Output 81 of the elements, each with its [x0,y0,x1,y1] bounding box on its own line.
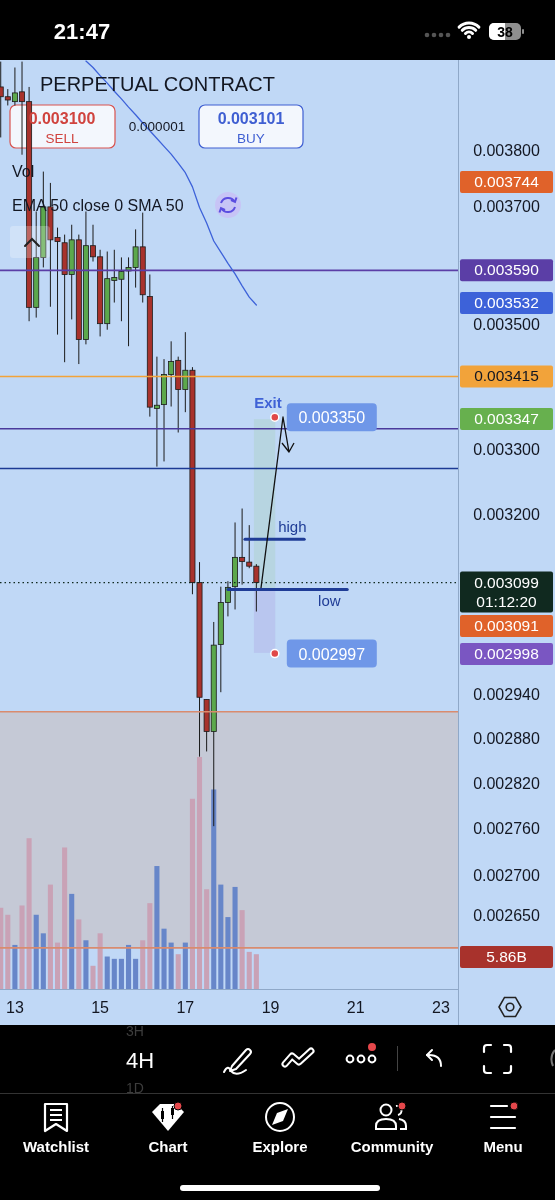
text: Menu [483,1138,523,1155]
bar [40,933,46,989]
annotation: 0.002997 [298,645,366,663]
y-tick-label: 0.003500 [473,316,540,334]
text: 0.003091 [474,617,539,634]
annotation: 0.003350 [298,409,366,427]
bar [232,886,238,989]
bar [54,942,61,989]
ref-line-label: 0.003590 [474,261,540,279]
y-tick-label: 0.002880 [473,730,540,748]
y-tick-label: 0.003300 [473,441,540,459]
bar [175,954,181,989]
bar [211,789,217,989]
y-tick-label: 0.003800 [473,141,540,159]
x-tick-label: 15 [91,999,110,1016]
bar [218,884,224,989]
x-tick-label: 23 [432,999,450,1016]
annotation: BUY [237,131,265,146]
text: 21:47 [53,19,111,44]
bar [125,944,132,989]
y-tick-label: 0.002760 [473,820,540,838]
bar [140,940,146,989]
ref-line-label: 0.003099 01:12:20 [474,573,539,610]
bar [12,944,18,989]
bar [90,965,96,989]
bar [196,757,203,989]
y-tick-label: 0.003700 [473,198,540,216]
text: Explore [252,1138,308,1155]
annotation: 0.000001 [128,119,186,134]
bar [133,958,139,989]
bar [168,942,174,989]
bar [204,889,210,989]
bar [225,917,231,989]
bar [62,847,68,989]
annotation: 0.003101 [217,110,285,127]
y-tick-label: 0.002650 [473,906,540,924]
text: 3H [126,1023,144,1039]
bar [246,951,252,989]
x-tick-label: 13 [6,999,24,1016]
bar [239,910,245,989]
y-tick-label: 0.003200 [473,506,540,524]
bar [76,919,82,989]
bar [5,914,11,989]
bar [104,956,110,989]
x-tick-label: 21 [346,999,365,1016]
bar [118,958,124,989]
annotation: SELL [45,131,79,146]
y-tick-label: 0.002940 [473,686,540,704]
bar [154,866,160,989]
text: Chart [148,1138,188,1155]
y-tick-label: 0.002820 [473,774,540,792]
text: 38 [497,24,513,40]
bar [253,954,259,989]
text: 4H [126,1048,155,1073]
text: Community [350,1138,434,1155]
bar [97,933,103,989]
ref-line-label: 0.003415 [474,367,539,385]
text: 0.003532 [474,294,539,311]
text: 0.003744 [474,173,540,190]
text: Watchlist [22,1138,90,1155]
text: 0.002998 [474,645,539,662]
bar [161,928,167,989]
bar [189,798,195,989]
series-label: high [278,518,307,536]
bar [47,884,53,989]
bar [182,942,188,989]
bar [33,914,39,989]
bar [111,958,117,989]
x-tick-label: 17 [176,999,195,1016]
bar [69,893,75,989]
y-tick-label: 0.002700 [473,867,540,885]
bar [147,903,153,989]
text: 5.86B [486,948,527,965]
bar [83,940,89,989]
x-tick-label: 19 [261,999,280,1016]
text: 0.003347 [474,410,539,427]
series-label: low [318,592,341,610]
annotation: Exit [254,394,282,411]
bar [26,838,32,989]
text: 1D [126,1080,144,1096]
bar [19,905,25,989]
